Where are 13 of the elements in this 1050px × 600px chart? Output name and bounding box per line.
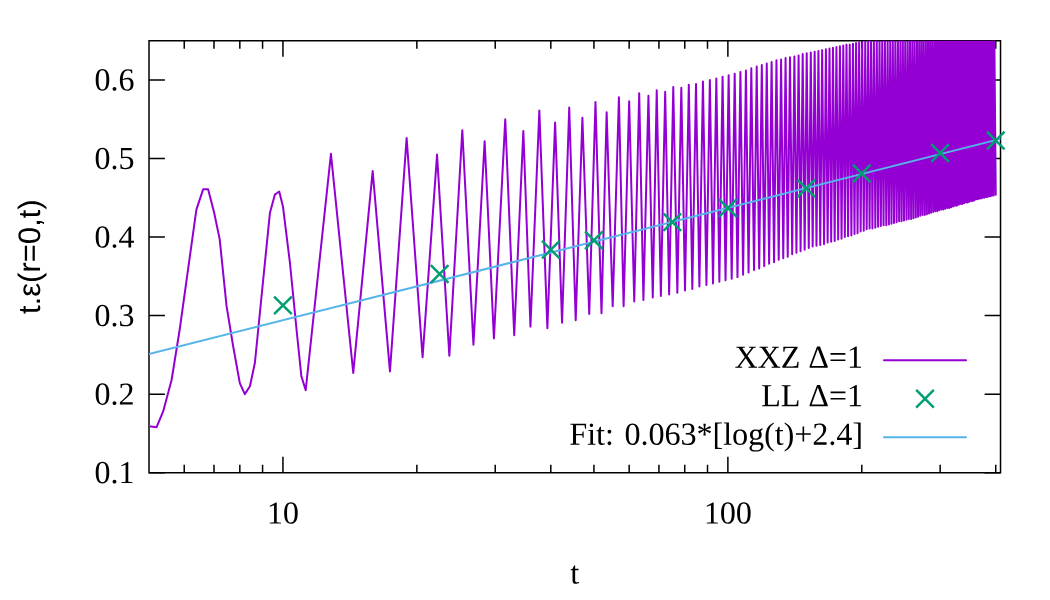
x-tick-label: 10 xyxy=(269,502,298,524)
legend-label: Fit: 0.063*[log(t)+2.4] xyxy=(570,422,861,452)
y-tick-label: 0.6 xyxy=(95,69,134,91)
y-axis-title: t.ε(r=0,t) xyxy=(17,201,47,314)
x-tick-label: 100 xyxy=(706,502,751,524)
y-tick-label: 0.2 xyxy=(95,383,133,406)
y-tick-label: 0.3 xyxy=(95,304,134,327)
y-tick-label: 0.5 xyxy=(95,147,134,170)
y-tick-label: 0.4 xyxy=(95,226,134,248)
y-tick-label: 0.1 xyxy=(95,461,133,484)
legend-label: XXZ Δ=1 xyxy=(735,346,862,368)
legend-label: LL Δ=1 xyxy=(762,385,862,407)
x-axis-title: t xyxy=(570,565,580,584)
